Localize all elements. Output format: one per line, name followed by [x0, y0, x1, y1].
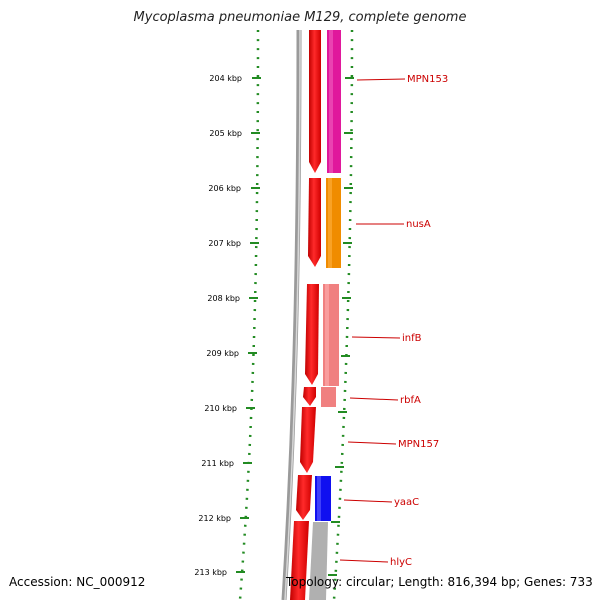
gene-label-mpn157: MPN157 — [398, 439, 439, 450]
gene-block-infb-shade — [325, 284, 329, 386]
gene-label-yaac: yaaC — [394, 497, 419, 508]
tick-label: 208 kbp — [207, 294, 240, 303]
tick-label: 204 kbp — [209, 74, 242, 83]
gene-block-nusa-shade — [328, 178, 332, 268]
gene-label-rbfa: rbfA — [400, 395, 421, 406]
topology-text: Topology: circular; Length: 816,394 bp; … — [286, 575, 593, 589]
gene-block-hlyc — [309, 522, 328, 600]
gene-label-hlyc: hlyC — [390, 557, 412, 568]
tick-label: 209 kbp — [206, 349, 239, 358]
cds-arrow — [303, 387, 316, 406]
gene-label-infb: infB — [402, 333, 422, 344]
label-leaders — [339, 78, 406, 563]
gene-block-mpn153-shade — [329, 30, 333, 173]
cds-arrow — [308, 178, 321, 267]
cds-arrow — [309, 30, 321, 173]
tick-label: 213 kbp — [194, 568, 227, 577]
cds-arrow — [305, 284, 319, 385]
cds-arrow — [290, 521, 309, 600]
gene-label-mpn153: MPN153 — [407, 74, 448, 85]
gene-label-nusa: nusA — [406, 219, 431, 230]
tick-label: 210 kbp — [204, 404, 237, 413]
cds-arrow — [296, 475, 312, 520]
tick-label: 211 kbp — [201, 459, 234, 468]
accession-text: Accession: NC_000912 — [9, 575, 146, 589]
gene-block-yaac-shade — [317, 476, 321, 521]
tick-label: 205 kbp — [209, 129, 242, 138]
tick-labels: 204 kbp 205 kbp 206 kbp 207 kbp 208 kbp … — [194, 74, 242, 577]
inner-ticks — [328, 77, 354, 576]
map-title: Mycoplasma pneumoniae M129, complete gen… — [133, 10, 467, 25]
tick-label: 207 kbp — [208, 239, 241, 248]
gene-features — [309, 30, 341, 600]
cds-arrow — [300, 407, 316, 473]
genome-backbone — [281, 29, 302, 600]
scale-ticks — [236, 77, 261, 573]
gene-labels: MPN153 nusA infB rbfA MPN157 yaaC hlyC — [390, 74, 448, 568]
tick-label: 212 kbp — [198, 514, 231, 523]
tick-label: 206 kbp — [208, 184, 241, 193]
gene-block-rbfa — [321, 387, 336, 407]
cds-features — [290, 30, 321, 600]
outer-scale-ring — [238, 29, 260, 600]
